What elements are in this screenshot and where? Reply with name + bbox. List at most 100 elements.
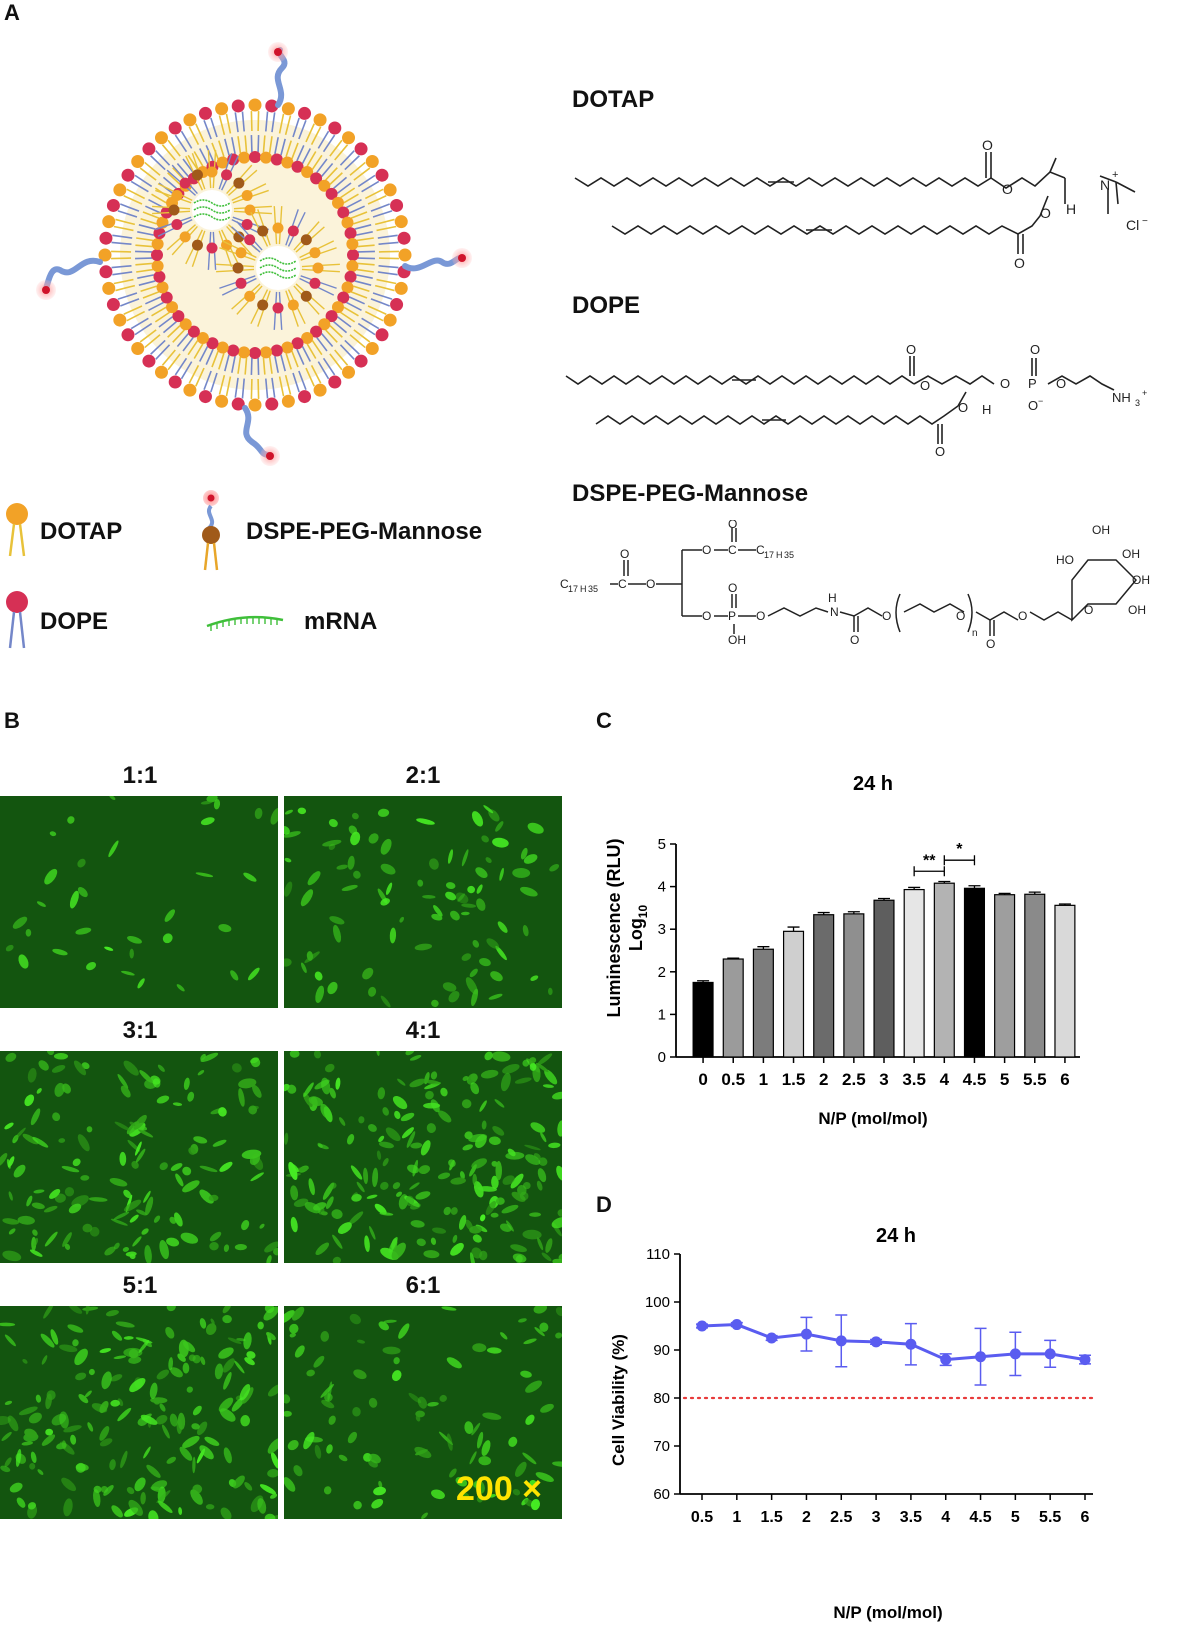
chart-c-bar [1024, 893, 1046, 1058]
svg-text:O: O [728, 520, 737, 531]
dspe-peg-mannose-icon [202, 490, 220, 571]
chart-c-error-bar [1058, 903, 1071, 906]
chart-d-point [940, 1354, 952, 1366]
ratio-label-3: 3:1 [122, 1017, 158, 1044]
chart-c-error-bar [757, 946, 770, 950]
chart-c-bar [963, 887, 986, 1058]
svg-text:OH: OH [1128, 603, 1146, 617]
dspe-structure-title: DSPE-PEG-Mannose [572, 480, 809, 507]
liposome-illustration [36, 42, 472, 466]
chart-c-bar [843, 913, 865, 1058]
svg-text:O: O [956, 609, 965, 623]
micrograph-2 [284, 796, 562, 1008]
svg-text:O: O [986, 637, 995, 650]
mrna-icon [206, 615, 284, 631]
legend-dope-label: DOPE [40, 608, 109, 635]
legend-dspe-label: DSPE-PEG-Mannose [246, 518, 483, 545]
svg-text:O: O [702, 609, 711, 623]
chart-d-point [1044, 1348, 1056, 1360]
svg-text:C: C [728, 543, 737, 557]
svg-text:H: H [982, 402, 991, 417]
ratio-label-1: 1:1 [122, 762, 158, 789]
chart-d-y-tick-label: 70 [653, 1438, 670, 1455]
chart-c-error-bar [968, 885, 981, 889]
chart-d-series-line [701, 1323, 1086, 1362]
chart-c-x-tick-label: 4 [940, 1070, 950, 1089]
chart-c-ylabel-sub: Log10 [626, 905, 650, 952]
chart-c-xlabel: N/P (mol/mol) [818, 1109, 927, 1128]
chart-c-error-bar [998, 892, 1011, 895]
chart-d-x-tick-label: 4.5 [969, 1509, 991, 1526]
ratio-label-4: 4:1 [405, 1017, 441, 1044]
svg-text:P: P [1028, 376, 1037, 391]
chart-d-x-tick-label: 3.5 [900, 1509, 922, 1526]
svg-text:N: N [1100, 177, 1110, 193]
chart-d-point [766, 1332, 778, 1344]
dope-structure-title: DOPE [572, 292, 641, 319]
svg-text:HO: HO [1056, 553, 1074, 567]
svg-text:O: O [1040, 205, 1051, 221]
svg-text:35: 35 [784, 550, 794, 560]
chart-c-bar [692, 981, 714, 1058]
svg-text:C: C [560, 577, 569, 591]
svg-text:OH: OH [728, 633, 746, 647]
chart-c-error-bar [1028, 891, 1041, 895]
svg-text:OH: OH [1092, 523, 1110, 537]
chart-c-y-tick-label: 2 [658, 964, 666, 981]
chart-c-x-tick-label: 0 [698, 1070, 707, 1089]
chart-c-ylabel: Luminescence (RLU) [604, 838, 624, 1017]
dotap-icon [6, 503, 28, 557]
svg-text:O: O [728, 581, 737, 595]
chart-c-significance-label: * [956, 841, 963, 858]
chart-d-title: 24 h [876, 1225, 916, 1247]
chart-d-x-tick-label: 0.5 [691, 1509, 713, 1526]
micrograph-5 [0, 1306, 278, 1519]
chart-c-error-bar [908, 886, 921, 890]
svg-text:35: 35 [588, 584, 598, 594]
micrograph-6 [284, 1306, 562, 1519]
svg-text:O: O [1000, 376, 1010, 391]
chart-c-y-tick-label: 0 [658, 1049, 666, 1066]
panel-label-d: D [596, 1192, 612, 1217]
dope-icon [6, 591, 28, 649]
svg-text:O: O [1056, 376, 1066, 391]
luminescence-bar-chart: 24 h Luminescence (RLU) Log10 N/P (mol/m… [604, 773, 1080, 1128]
chart-c-x-tick-label: 0.5 [721, 1070, 745, 1089]
chart-d-y-tick-label: 80 [653, 1390, 670, 1407]
svg-text:OH: OH [1122, 547, 1140, 561]
legend-dotap-label: DOTAP [40, 518, 123, 545]
chart-d-y-tick-label: 100 [645, 1294, 670, 1311]
chart-d-x-tick-label: 1 [732, 1509, 741, 1526]
chart-d-point [800, 1328, 812, 1340]
chart-c-x-tick-label: 6 [1060, 1070, 1069, 1089]
chart-d-y-tick-label: 110 [646, 1246, 670, 1263]
svg-text:O: O [882, 609, 891, 623]
svg-text:n: n [972, 628, 978, 639]
chart-c-bar [994, 894, 1016, 1058]
svg-text:C: C [756, 543, 765, 557]
chart-d-point [1009, 1348, 1021, 1360]
micrograph-3 [0, 1051, 278, 1263]
ratio-label-6: 6:1 [405, 1272, 441, 1299]
svg-text:H: H [580, 584, 587, 594]
chart-d-xlabel: N/P (mol/mol) [833, 1603, 942, 1622]
svg-text:N: N [830, 605, 839, 619]
svg-text:O: O [1030, 342, 1040, 357]
dotap-structure-title: DOTAP [572, 86, 655, 113]
chart-d-x-tick-label: 2.5 [830, 1509, 852, 1526]
chart-c-bar [1054, 904, 1076, 1058]
chart-d-x-tick-label: 3 [872, 1509, 881, 1526]
chart-d-point [1079, 1354, 1091, 1366]
chart-c-y-tick-label: 3 [658, 921, 666, 938]
chart-d-point [905, 1338, 917, 1350]
svg-text:O: O [646, 577, 655, 591]
svg-text:−: − [1038, 396, 1043, 406]
chart-c-x-tick-label: 3.5 [902, 1070, 926, 1089]
chart-c-bar [813, 914, 835, 1058]
svg-text:H: H [776, 550, 783, 560]
micrograph-1 [0, 796, 278, 1008]
svg-text:Cl: Cl [1126, 217, 1139, 233]
chart-c-error-bar [878, 897, 890, 901]
svg-text:+: + [1142, 388, 1147, 398]
